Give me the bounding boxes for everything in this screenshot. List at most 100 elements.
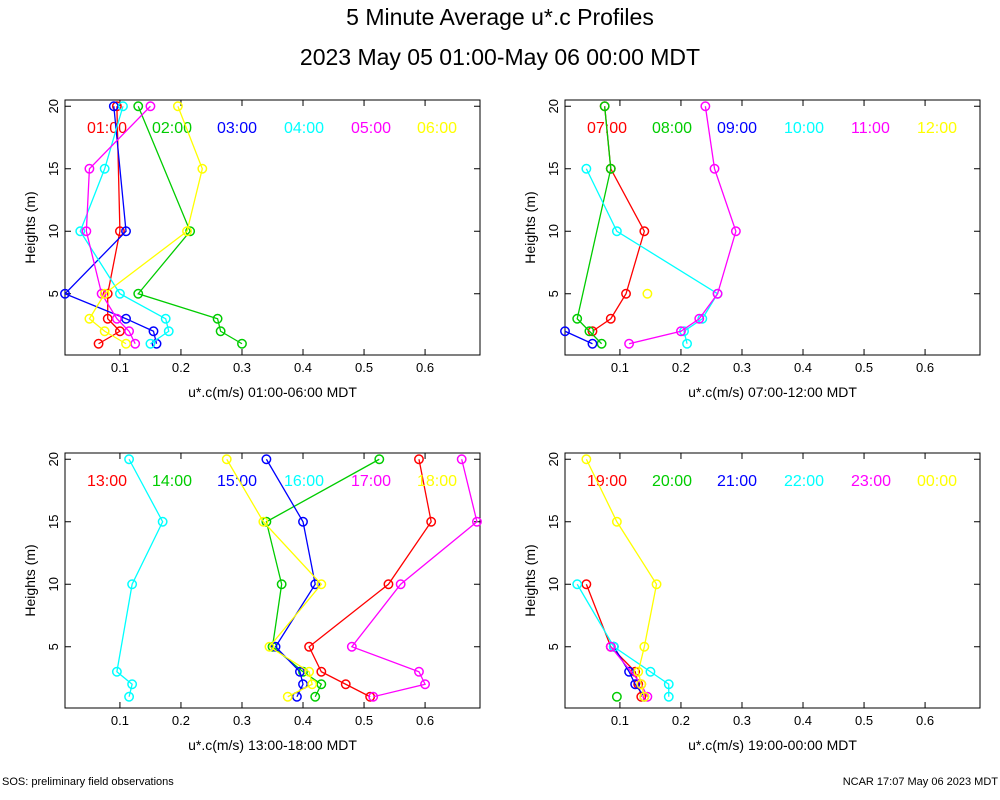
data-point-01:00 [102,313,113,324]
data-point-01:00 [111,101,122,112]
series-line-09:00 [564,330,593,345]
data-point-06:00 [172,101,183,112]
y-tick-label: 5 [546,643,561,650]
series-line-02:00 [137,106,243,345]
footer-left-note: SOS: preliminary field observations [2,776,174,788]
legend-entry-19:00: 19:00 [587,473,627,490]
data-point-10:00 [682,338,693,349]
data-point-02:00 [212,313,223,324]
x-tick-label: 0.6 [916,713,934,728]
data-point-11:00 [709,163,720,174]
legend-entry-08:00: 08:00 [652,120,692,137]
data-point-16:00 [124,691,135,702]
legend-entry-12:00: 12:00 [917,120,957,137]
data-point-22:00 [663,679,674,690]
data-point-16:00 [127,679,138,690]
legend-entry-14:00: 14:00 [152,473,192,490]
x-tick-label: 0.3 [233,713,251,728]
x-axis-label: u*.c(m/s) 13:00-18:00 MDT [188,737,357,753]
data-point-17:00 [368,691,379,702]
y-tick-label: 15 [546,515,561,529]
x-tick-label: 0.3 [733,713,751,728]
series-line-08:00 [576,106,612,345]
data-point-21:00 [624,666,635,677]
x-tick-label: 0.4 [294,713,312,728]
data-point-06:00 [99,326,110,337]
data-point-22:00 [645,666,656,677]
data-point-13:00 [426,516,437,527]
data-point-06:00 [197,163,208,174]
data-point-01:00 [114,326,125,337]
x-axis-label: u*.c(m/s) 01:00-06:00 MDT [188,384,357,400]
data-point-06:00 [182,226,193,237]
data-point-11:00 [624,338,635,349]
data-point-11:00 [730,226,741,237]
data-point-02:00 [133,288,144,299]
data-point-13:00 [340,679,351,690]
data-point-01:00 [114,226,125,237]
data-point-03:00 [60,288,70,299]
legend-entry-13:00: 13:00 [87,473,127,490]
x-tick-label: 0.5 [855,360,873,375]
y-axis-label: Heights (m) [22,191,38,263]
series-line-03:00 [63,106,158,344]
y-tick-label: 20 [46,99,61,113]
x-axis-label: u*.c(m/s) 07:00-12:00 MDT [688,384,857,400]
x-tick-label: 0.2 [172,713,190,728]
data-point-15:00 [295,666,305,677]
data-point-13:00 [383,579,394,590]
footer-right-note: NCAR 17:07 May 06 2023 MDT [842,776,998,788]
legend-entry-04:00: 04:00 [284,120,324,137]
data-point-02:00 [215,326,226,337]
y-tick-label: 20 [546,99,561,113]
x-tick-label: 0.3 [233,360,251,375]
plot-frame-3 [64,452,481,709]
x-tick-label: 0.6 [416,360,434,375]
legend-entry-18:00: 18:00 [417,473,457,490]
data-point-03:00 [121,226,131,237]
data-point-00:00 [639,691,650,702]
legend-entry-02:00: 02:00 [152,120,192,137]
legend-entry-22:00: 22:00 [784,473,824,490]
data-point-05:00 [124,326,135,337]
data-point-17:00 [456,454,467,465]
data-point-13:00 [304,641,315,652]
x-tick-label: 0.2 [172,360,190,375]
plot-frame-4 [564,452,981,709]
legend-entry-01:00: 01:00 [87,120,127,137]
data-point-05:00 [145,101,156,112]
data-point-05:00 [84,163,95,174]
data-point-10:00 [581,163,592,174]
data-point-17:00 [420,679,431,690]
x-tick-label: 0.1 [611,713,629,728]
series-line-04:00 [79,106,170,345]
y-tick-label: 20 [546,452,561,466]
data-point-18:00 [258,516,269,527]
x-tick-label: 0.1 [611,360,629,375]
x-tick-label: 0.3 [733,360,751,375]
data-point-07:00 [587,326,598,337]
x-tick-label: 0.2 [672,360,690,375]
x-tick-label: 0.5 [355,360,373,375]
data-point-08:00 [605,163,616,174]
data-point-02:00 [237,338,247,349]
data-point-04:00 [118,101,128,112]
data-point-15:00 [310,579,321,590]
x-tick-label: 0.4 [294,360,312,375]
x-tick-label: 0.5 [855,713,873,728]
data-point-22:00 [572,579,583,590]
x-tick-label: 0.2 [672,713,690,728]
data-point-16:00 [127,579,138,590]
data-point-08:00 [599,101,610,112]
series-line-16:00 [116,458,164,697]
data-point-03:00 [148,326,159,337]
data-point-14:00 [276,579,287,590]
series-line-05:00 [85,105,151,345]
data-point-02:00 [133,101,144,112]
data-point-06:00 [121,338,131,349]
y-tick-label: 10 [546,577,561,591]
legend-entry-17:00: 17:00 [351,473,391,490]
data-point-18:00 [264,641,275,652]
data-point-04:00 [145,338,156,349]
data-point-14:00 [374,454,385,465]
